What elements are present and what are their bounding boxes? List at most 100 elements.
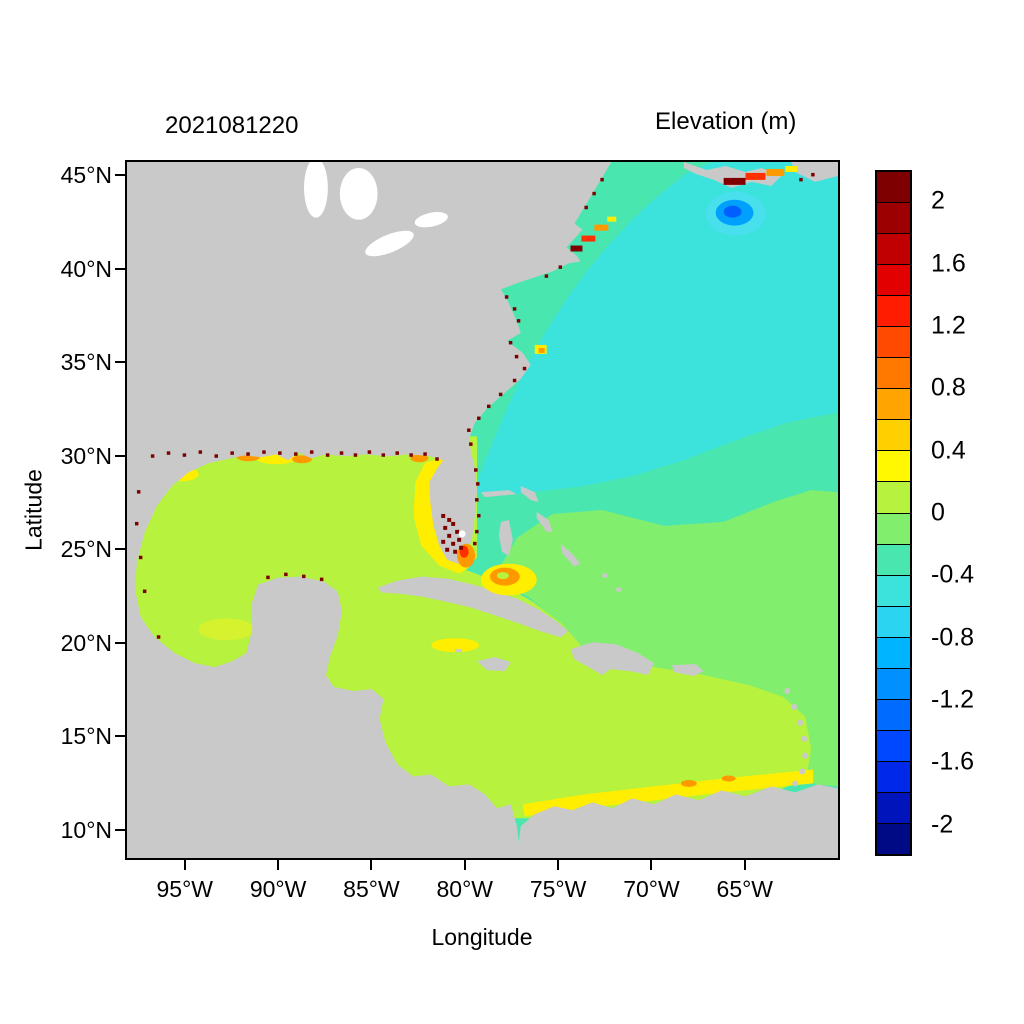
colorbar-cell [877, 481, 910, 513]
lon-tick-label: 65°W [716, 876, 774, 902]
coastal-wet-dry-speckles [134, 172, 815, 639]
lake-huron [339, 167, 378, 220]
alabama-orange-patch [292, 455, 312, 464]
colorbar-cell [877, 791, 910, 823]
colorbar-cell [877, 295, 910, 327]
map-plot-area [125, 160, 840, 860]
lat-tick-label: 30°N [60, 442, 112, 469]
antilles-island-6 [799, 768, 806, 775]
nova-scotia-land [683, 162, 782, 188]
colorbar-tick-label: -2 [931, 810, 954, 839]
colorbar-tick-label: 1.6 [931, 249, 966, 278]
south-cuba-yellow-patch [431, 638, 480, 653]
antilles-island-5 [802, 752, 809, 759]
colorbar-cell [877, 760, 910, 792]
lon-tick-mark [183, 860, 186, 870]
puerto-rico-land [671, 664, 704, 677]
antilles-island-3 [797, 719, 804, 726]
andros-island [498, 519, 513, 556]
lat-tick-label: 10°N [60, 817, 112, 844]
colorbar-title: Elevation (m) [655, 108, 797, 135]
antilles-island-4 [801, 735, 808, 742]
north-atlantic-cyan-region [473, 162, 838, 497]
colorbar-cell [877, 822, 910, 855]
lat-tick-mark [115, 454, 125, 457]
lat-tick-mark [115, 829, 125, 832]
colorbar-tick-label: 2 [931, 186, 945, 215]
antilles-island-1 [784, 687, 791, 694]
nova-scotia-streak-yellow [785, 165, 798, 172]
hispaniola-land [570, 642, 655, 676]
nova-scotia-streak-darkred [723, 177, 746, 185]
lat-tick-label: 25°N [60, 536, 112, 563]
colorbar-tick-label: 0.4 [931, 436, 966, 465]
colorbar-cell [877, 388, 910, 420]
colorbar-cell [877, 264, 910, 296]
lake-michigan [304, 162, 328, 218]
lon-tick-label: 70°W [623, 876, 680, 902]
new-england-streak-red [581, 235, 596, 242]
turks-island [616, 587, 622, 592]
elevation-map [127, 162, 838, 858]
lat-tick-mark [115, 548, 125, 551]
colorbar-cell [877, 636, 910, 668]
cayman-island [455, 649, 463, 653]
colorbar-tick-label: 0.8 [931, 373, 966, 402]
lon-tick-mark [650, 860, 653, 870]
colorbar-cell [877, 543, 910, 575]
x-axis-label: Longitude [431, 924, 533, 950]
lat-tick-label: 35°N [60, 349, 112, 376]
colorbar-cell [877, 233, 910, 265]
antilles-island-7 [792, 780, 799, 787]
lon-tick-label: 80°W [436, 876, 494, 902]
nova-scotia-streak-red [745, 172, 766, 180]
colorbar-cell [877, 698, 910, 730]
colorbar-cell [877, 419, 910, 451]
lat-tick-label: 45°N [60, 161, 112, 188]
colorbar-cell [877, 574, 910, 606]
colorbar-cell [877, 450, 910, 482]
lat-tick-mark [115, 641, 125, 644]
colorbar-tick-label: 0 [931, 498, 945, 527]
new-england-streak-orange [594, 224, 609, 231]
lat-tick-mark [115, 361, 125, 364]
bahama-bank-ring-core [496, 572, 509, 580]
colorbar-cell [877, 605, 910, 637]
abaco-island [520, 486, 539, 503]
lon-tick-mark [277, 860, 280, 870]
venezuela-orange-dot-1 [680, 779, 697, 787]
campeche-shelf-patch [198, 618, 255, 641]
hatteras-orange-dot [538, 347, 545, 353]
long-island-bahamas [560, 543, 581, 567]
scotian-shelf-low-core [723, 205, 742, 218]
lon-tick-mark [370, 860, 373, 870]
lat-tick-label: 15°N [60, 723, 112, 750]
lake-erie [365, 230, 414, 257]
colorbar-cell [877, 202, 910, 234]
lon-tick-mark [463, 860, 466, 870]
jamaica-land [477, 657, 511, 672]
timestamp-title: 2021081220 [165, 112, 299, 139]
nova-scotia-streak-orange [766, 168, 785, 176]
north-america-land [127, 162, 612, 858]
colorbar-tick-label: -0.8 [931, 623, 975, 652]
antilles-island-2 [791, 703, 798, 710]
colorbar-tick-label: -1.6 [931, 747, 975, 776]
colorbar-tick-label: -1.2 [931, 685, 975, 714]
colorbar [875, 170, 912, 856]
eleuthera-island [536, 511, 553, 532]
lon-tick-label: 95°W [156, 876, 213, 902]
cuba-land [377, 576, 569, 638]
newfoundland-corner-land [791, 162, 838, 182]
lon-tick-label: 90°W [249, 876, 307, 902]
venezuela-orange-dot-2 [721, 775, 736, 782]
lat-tick-mark [115, 735, 125, 738]
lon-tick-label: 85°W [343, 876, 400, 902]
colorbar-cell [877, 172, 910, 203]
lake-ontario [414, 212, 448, 228]
southwest-florida-extreme-cells [441, 513, 464, 554]
crooked-island [602, 573, 608, 578]
colorbar-cell [877, 667, 910, 699]
coastal-surge-layer [134, 165, 815, 639]
lat-tick-mark [115, 267, 125, 270]
